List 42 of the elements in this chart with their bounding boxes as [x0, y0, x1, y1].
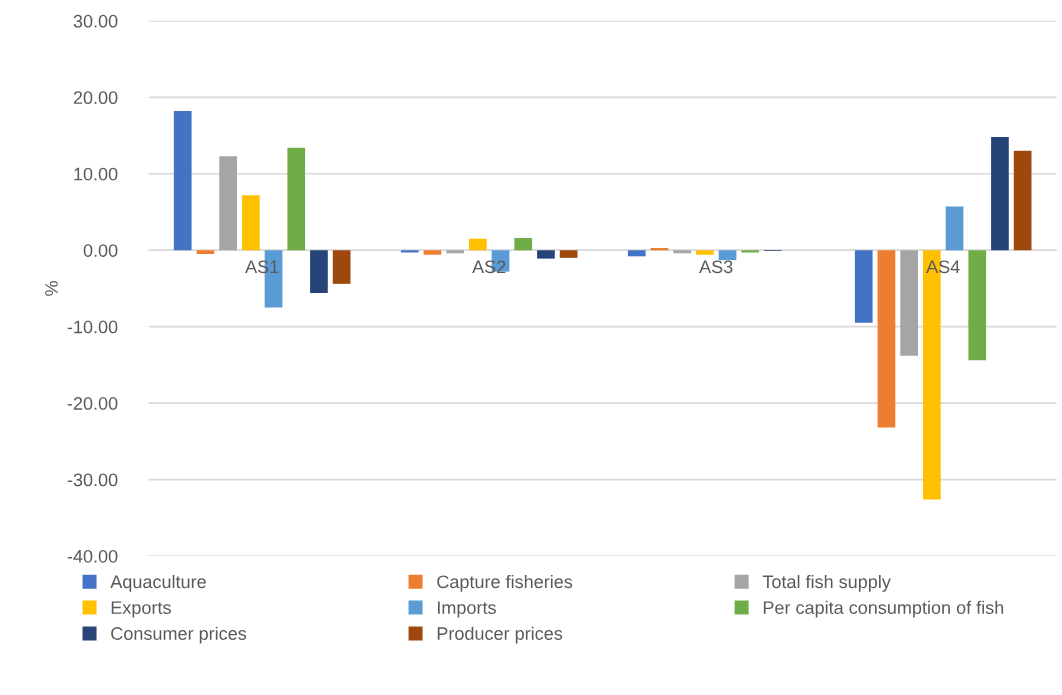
- bar: [673, 250, 691, 254]
- legend-label: Imports: [438, 601, 496, 618]
- bar: [173, 111, 192, 251]
- legend-label: Aquaculture: [110, 574, 206, 592]
- y-tick-label: 10.00: [74, 167, 118, 181]
- bar: [1013, 150, 1032, 251]
- bar: [287, 147, 306, 251]
- bar: [854, 250, 873, 323]
- bar: [968, 250, 987, 361]
- bar: [537, 250, 555, 259]
- legend-label: Consumer prices: [111, 626, 247, 644]
- legend-label: Exports: [111, 601, 171, 618]
- bar: [945, 206, 964, 251]
- legend-label: Total fish supply: [762, 574, 891, 592]
- bar: [332, 250, 351, 284]
- bar: [468, 238, 487, 251]
- y-tick-label: -20.00: [67, 397, 118, 410]
- legend-label: Capture fisheries: [437, 574, 573, 592]
- bar: [559, 250, 578, 258]
- bar: [900, 250, 918, 356]
- legend-label: Per capita consumption of fish: [763, 600, 1004, 618]
- y-tick-label: 20.00: [73, 91, 118, 105]
- bar: [446, 250, 464, 254]
- bar: [718, 250, 737, 261]
- y-tick-label: -40.00: [67, 549, 118, 563]
- x-tick-label: AS3: [699, 260, 733, 274]
- bar: [877, 250, 896, 428]
- bar: [514, 237, 533, 251]
- bar: [991, 137, 1009, 251]
- legend-label: Producer prices: [437, 626, 563, 644]
- bar: [219, 156, 237, 251]
- bar: [310, 250, 328, 294]
- y-tick-label: -30.00: [67, 473, 118, 487]
- bar: [423, 250, 442, 255]
- y-tick-label: -10.00: [67, 320, 118, 334]
- bar: [695, 250, 714, 255]
- y-axis-title: %: [45, 281, 58, 296]
- bar: [196, 250, 215, 255]
- y-tick-label: 30.00: [73, 14, 118, 28]
- bar: [241, 195, 260, 251]
- bar: [627, 250, 646, 257]
- y-tick-label: 0.00: [83, 244, 118, 257]
